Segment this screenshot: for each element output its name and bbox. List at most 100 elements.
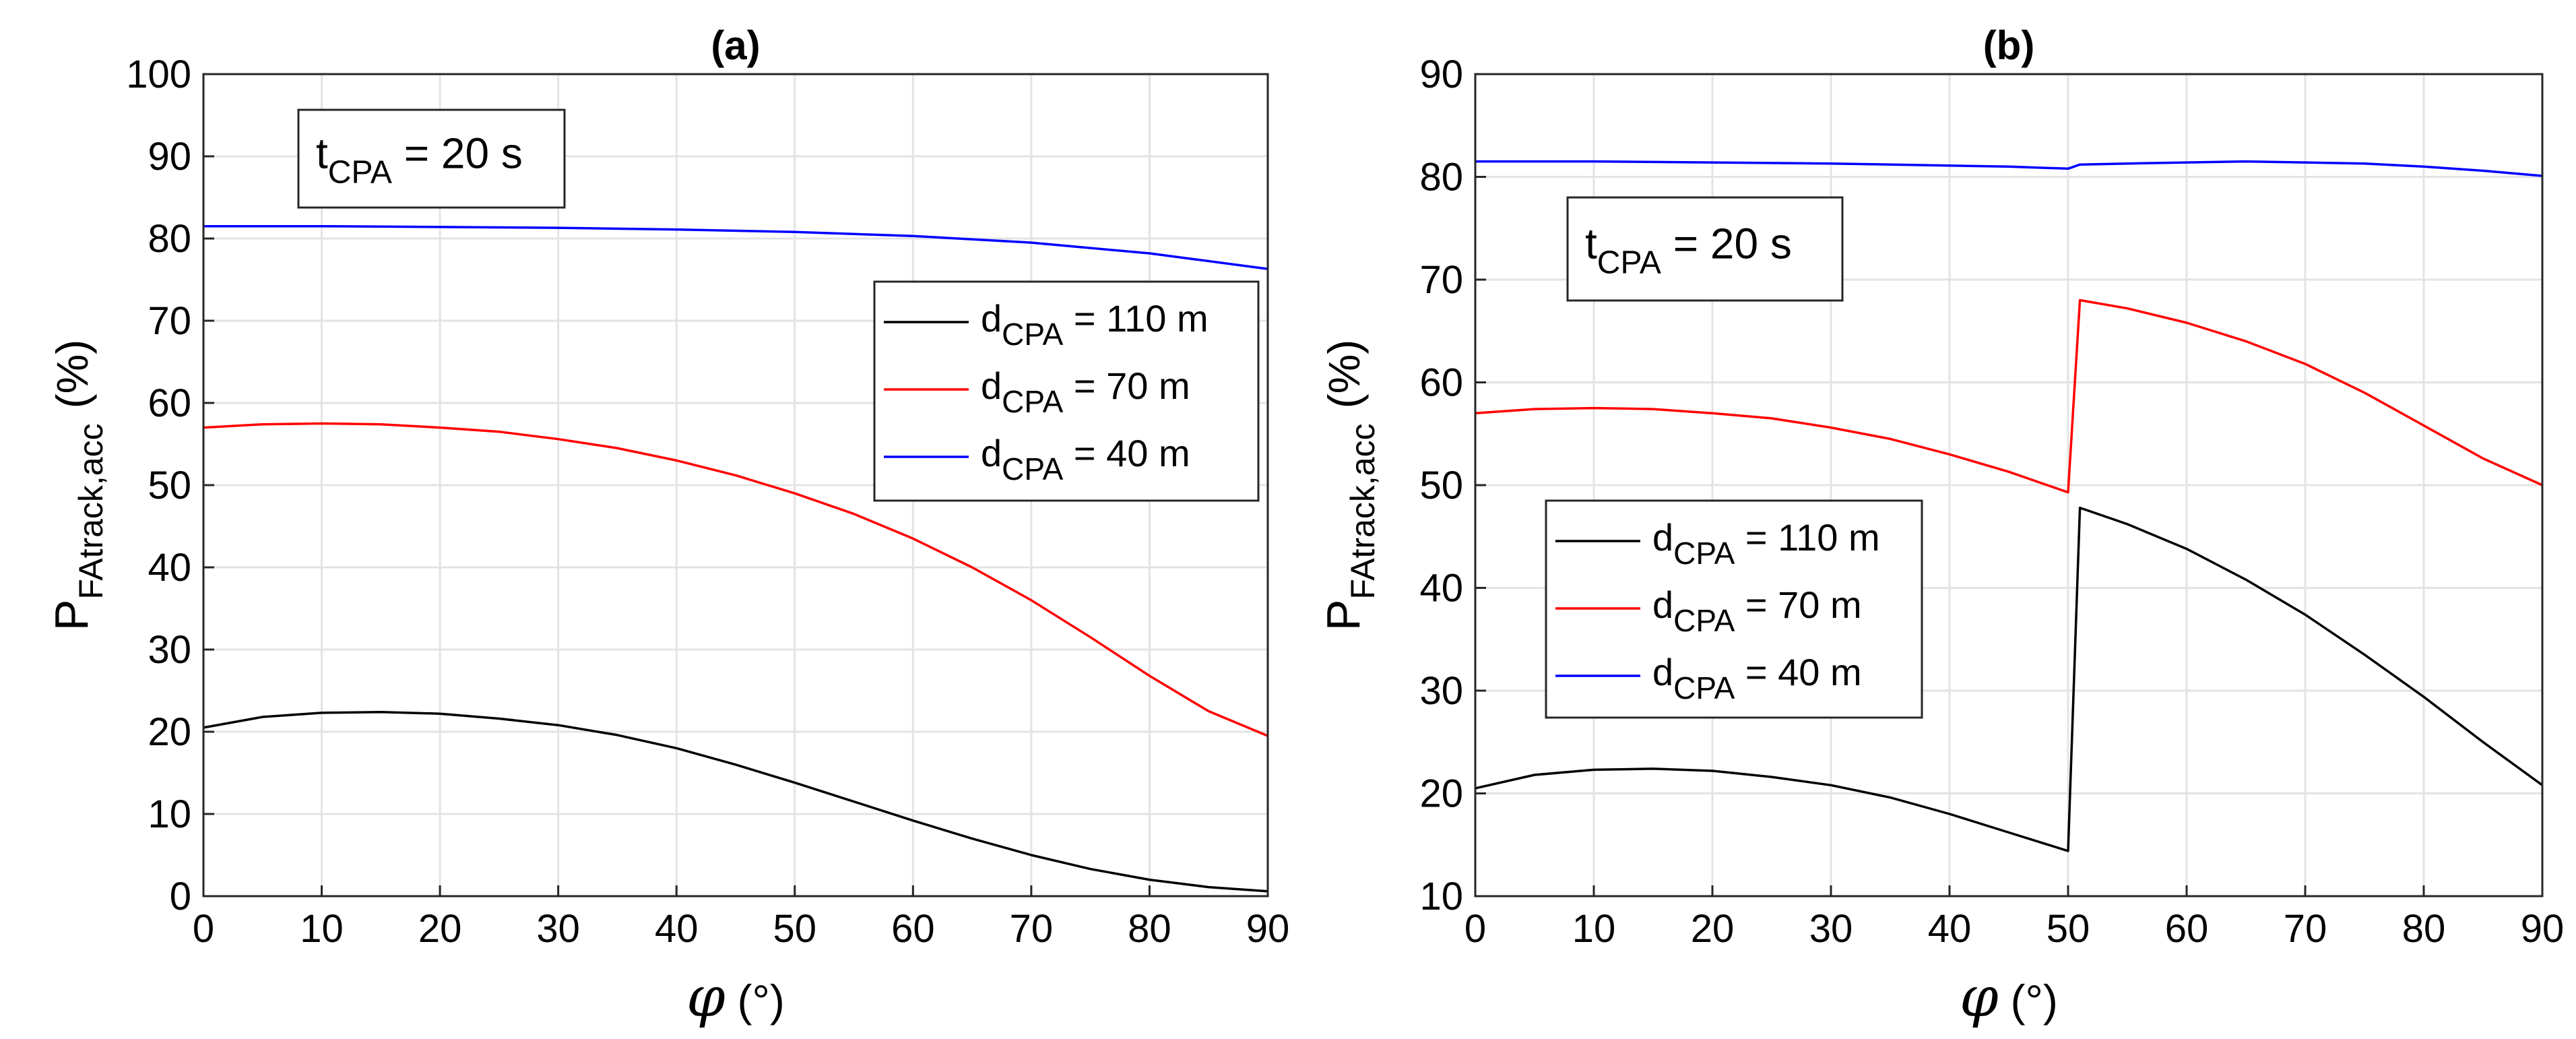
b-xtick-label: 60 <box>2165 907 2209 951</box>
a-annotation-box <box>297 108 566 209</box>
b-xtick-label: 90 <box>2521 907 2565 951</box>
a-legend-label-3: dCPA = 40 m <box>981 432 1190 486</box>
b-legend-label-2-rest: = 70 m <box>1735 584 1861 626</box>
b-legend-label-1-main: d <box>1652 516 1673 559</box>
b-ytick-label: 60 <box>1419 361 1463 405</box>
a-xtick-label: 70 <box>1010 907 1054 951</box>
b-xtick-label: 80 <box>2402 907 2446 951</box>
a-ytick-label: 20 <box>148 710 191 754</box>
b-x-axis-unit: (°) <box>2011 976 2058 1026</box>
b-legend-label-2-subscript: CPA <box>1673 603 1735 638</box>
a-xtick-label: 40 <box>655 907 699 951</box>
a-xtick-label: 80 <box>1128 907 1171 951</box>
a-series-line-3 <box>203 224 1268 270</box>
panel-a: 0 10 20 30 40 50 60 70 80 90 0 10 20 30 40 50 60 70 80 90 10… <box>45 23 1289 1030</box>
a-legend-label-2-subscript: CPA <box>1002 384 1063 419</box>
a-series-line-1 <box>203 710 1268 893</box>
a-series-line-2 <box>203 422 1268 737</box>
b-ytick-label: 80 <box>1419 156 1463 199</box>
a-legend-label-3-main: d <box>981 432 1002 474</box>
panel-b: 0 10 20 30 40 50 60 70 80 90102030405060708090(b)… <box>1317 23 2564 1030</box>
a-xtick-label: 50 <box>773 907 817 951</box>
a-legend-label-2-main: d <box>981 365 1002 407</box>
b-y-axis-main: P <box>1317 600 1370 631</box>
b-annotation-box <box>1566 196 1844 302</box>
b-xtick-label: 50 <box>2047 907 2090 951</box>
b-series-line-1 <box>1475 506 2544 852</box>
a-ytick-label: 50 <box>148 464 191 507</box>
a-xtick-label: 20 <box>418 907 462 951</box>
b-xtick-label: 10 <box>1572 907 1616 951</box>
a-chart-title: (a) <box>711 23 760 68</box>
b-y-axis-subscript: FAtrack,acc <box>1344 423 1382 599</box>
b-xtick-label: 70 <box>2284 907 2327 951</box>
b-annotation-main: t <box>1585 220 1597 268</box>
b-ytick-label: 40 <box>1419 567 1463 610</box>
b-ytick-label: 20 <box>1419 772 1463 816</box>
a-legend-label-1-subscript: CPA <box>1002 317 1063 352</box>
b-annotation: tCPA = 20 s <box>1585 220 1792 281</box>
b-series-line-2 <box>1475 298 2543 494</box>
b-xtick-label: 30 <box>1809 907 1853 951</box>
b-ytick-label: 70 <box>1419 258 1463 302</box>
b-xtick-label: 20 <box>1691 907 1735 951</box>
b-annotation-rest: = 20 s <box>1661 220 1792 268</box>
b-legend-label-3-main: d <box>1652 651 1673 693</box>
b-ytick-label: 90 <box>1419 53 1463 96</box>
b-annotation-subscript: CPA <box>1597 245 1661 281</box>
a-y-axis-main: P <box>45 600 98 631</box>
b-ytick-label: 30 <box>1419 669 1463 713</box>
a-legend-label-2-rest: = 70 m <box>1063 365 1190 407</box>
b-ytick-label: 10 <box>1419 875 1463 918</box>
b-legend-label-1-subscript: CPA <box>1673 536 1735 571</box>
b-ytick-label: 50 <box>1419 464 1463 507</box>
a-legend-label-1-main: d <box>981 297 1002 340</box>
a-legend-label-3-rest: = 40 m <box>1063 432 1190 474</box>
a-xtick-label: 90 <box>1246 907 1290 951</box>
b-y-axis-label: PFAtrack,acc (%) <box>1317 340 1382 631</box>
a-annotation-subscript: CPA <box>328 155 392 191</box>
b-legend-label-3-rest: = 40 m <box>1735 651 1861 693</box>
a-xtick-label: 0 <box>193 907 214 951</box>
b-x-axis-symbol: φ <box>1960 966 1999 1030</box>
b-xtick-label: 0 <box>1464 907 1486 951</box>
a-ytick-label: 100 <box>126 53 191 96</box>
a-ytick-label: 60 <box>148 381 191 425</box>
a-x-axis-symbol: φ <box>686 966 726 1030</box>
a-x-axis-unit: (°) <box>738 976 785 1026</box>
a-ytick-label: 10 <box>148 792 191 836</box>
a-legend-label-1: dCPA = 110 m <box>981 297 1209 352</box>
a-y-axis-unit: (%) <box>47 340 97 409</box>
a-ytick-label: 80 <box>148 217 191 261</box>
a-legend-label-3-subscript: CPA <box>1002 451 1063 486</box>
a-ytick-label: 40 <box>148 546 191 590</box>
b-series-line-3 <box>1475 160 2543 177</box>
a-annotation-rest: = 20 s <box>392 129 523 178</box>
a-legend-label-1-rest: = 110 m <box>1063 297 1208 340</box>
a-legend-box <box>873 280 1260 502</box>
b-legend-label-1: dCPA = 110 m <box>1652 516 1880 571</box>
b-legend-label-3: dCPA = 40 m <box>1652 651 1862 705</box>
a-annotation-main: t <box>316 129 328 178</box>
a-xtick-label: 60 <box>891 907 935 951</box>
b-legend-label-2-main: d <box>1652 584 1673 626</box>
b-legend-label-3-subscript: CPA <box>1673 670 1735 705</box>
a-y-axis-subscript: FAtrack,acc <box>72 423 110 599</box>
b-x-axis-label: φ (°) <box>1960 966 2058 1030</box>
a-xtick-label: 30 <box>536 907 580 951</box>
b-legend-label-2: dCPA = 70 m <box>1652 584 1862 638</box>
a-xtick-label: 10 <box>300 907 344 951</box>
a-ytick-label: 0 <box>170 875 191 918</box>
a-y-axis-label: PFAtrack,acc (%) <box>45 340 110 631</box>
a-ytick-label: 70 <box>148 299 191 343</box>
b-xtick-label: 40 <box>1928 907 1972 951</box>
b-chart-title: (b) <box>1983 23 2035 68</box>
a-ytick-label: 30 <box>148 628 191 672</box>
a-annotation: tCPA = 20 s <box>316 129 523 191</box>
b-y-axis-unit: (%) <box>1319 340 1369 409</box>
a-x-axis-label: φ (°) <box>686 966 785 1030</box>
b-legend-label-1-rest: = 110 m <box>1735 516 1879 559</box>
a-legend-label-2: dCPA = 70 m <box>981 365 1190 419</box>
a-ytick-label: 90 <box>148 135 191 179</box>
